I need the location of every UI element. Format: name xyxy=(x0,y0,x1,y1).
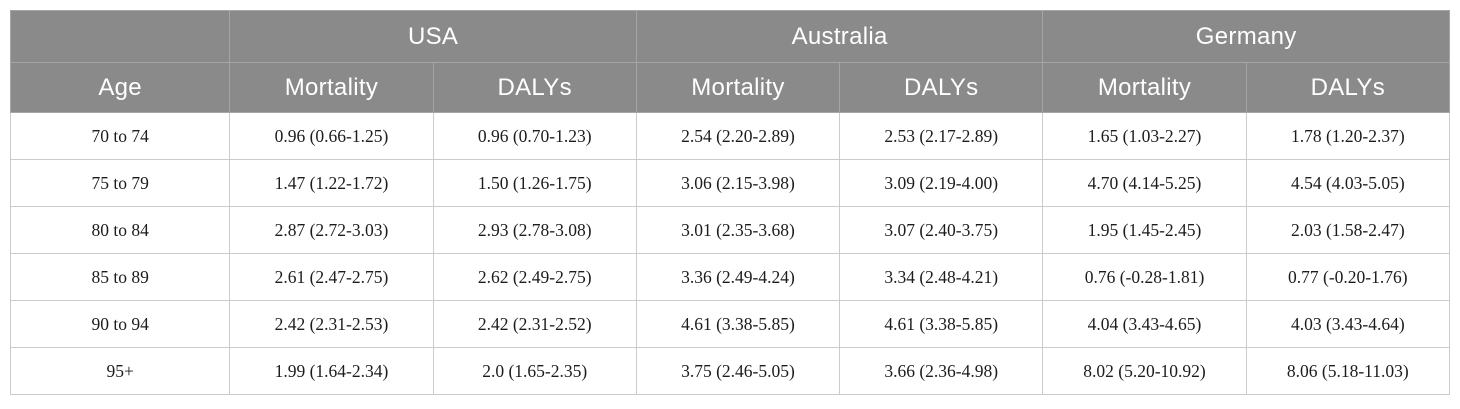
value-cell: 1.65 (1.03-2.27) xyxy=(1042,112,1247,160)
table-row: 70 to 74 0.96 (0.66-1.25) 0.96 (0.70-1.2… xyxy=(9,112,1451,160)
corner-cell xyxy=(9,10,231,63)
age-cell: 90 to 94 xyxy=(9,300,231,348)
value-cell: 2.42 (2.31-2.52) xyxy=(432,300,637,348)
column-header-germany-dalys: DALYs xyxy=(1245,62,1451,113)
table-row: 90 to 94 2.42 (2.31-2.53) 2.42 (2.31-2.5… xyxy=(9,300,1451,348)
value-cell: 4.61 (3.38-5.85) xyxy=(839,300,1044,348)
value-cell: 3.01 (2.35-3.68) xyxy=(635,206,841,254)
value-cell: 4.03 (3.43-4.64) xyxy=(1245,300,1451,348)
value-cell: 0.76 (-0.28-1.81) xyxy=(1042,253,1247,301)
table-row: 80 to 84 2.87 (2.72-3.03) 2.93 (2.78-3.0… xyxy=(9,206,1451,254)
value-cell: 2.93 (2.78-3.08) xyxy=(432,206,637,254)
table-row: 85 to 89 2.61 (2.47-2.75) 2.62 (2.49-2.7… xyxy=(9,253,1451,301)
value-cell: 0.77 (-0.20-1.76) xyxy=(1245,253,1451,301)
value-cell: 3.07 (2.40-3.75) xyxy=(839,206,1044,254)
value-cell: 1.99 (1.64-2.34) xyxy=(229,347,434,395)
group-header-usa: USA xyxy=(229,10,637,63)
value-cell: 8.06 (5.18-11.03) xyxy=(1245,347,1451,395)
column-header-australia-mortality: Mortality xyxy=(635,62,841,113)
value-cell: 3.34 (2.48-4.21) xyxy=(839,253,1044,301)
column-header-germany-mortality: Mortality xyxy=(1042,62,1247,113)
value-cell: 1.78 (1.20-2.37) xyxy=(1245,112,1451,160)
value-cell: 2.61 (2.47-2.75) xyxy=(229,253,434,301)
value-cell: 3.06 (2.15-3.98) xyxy=(635,159,841,207)
value-cell: 4.61 (3.38-5.85) xyxy=(635,300,841,348)
value-cell: 2.03 (1.58-2.47) xyxy=(1245,206,1451,254)
age-cell: 95+ xyxy=(9,347,231,395)
value-cell: 2.0 (1.65-2.35) xyxy=(432,347,637,395)
value-cell: 4.70 (4.14-5.25) xyxy=(1042,159,1247,207)
value-cell: 2.87 (2.72-3.03) xyxy=(229,206,434,254)
column-header-usa-mortality: Mortality xyxy=(229,62,434,113)
column-header-australia-dalys: DALYs xyxy=(839,62,1044,113)
value-cell: 1.47 (1.22-1.72) xyxy=(229,159,434,207)
mortality-dalys-table: USA Australia Germany Age Mortality DALY… xyxy=(9,10,1451,395)
group-header-germany: Germany xyxy=(1042,10,1450,63)
value-cell: 2.54 (2.20-2.89) xyxy=(635,112,841,160)
column-header-row: Age Mortality DALYs Mortality DALYs Mort… xyxy=(9,62,1451,113)
value-cell: 4.04 (3.43-4.65) xyxy=(1042,300,1247,348)
age-cell: 75 to 79 xyxy=(9,159,231,207)
table-header: USA Australia Germany Age Mortality DALY… xyxy=(9,10,1451,113)
value-cell: 2.62 (2.49-2.75) xyxy=(432,253,637,301)
value-cell: 3.09 (2.19-4.00) xyxy=(839,159,1044,207)
value-cell: 3.36 (2.49-4.24) xyxy=(635,253,841,301)
value-cell: 4.54 (4.03-5.05) xyxy=(1245,159,1451,207)
value-cell: 8.02 (5.20-10.92) xyxy=(1042,347,1247,395)
age-cell: 80 to 84 xyxy=(9,206,231,254)
value-cell: 0.96 (0.70-1.23) xyxy=(432,112,637,160)
value-cell: 1.95 (1.45-2.45) xyxy=(1042,206,1247,254)
age-cell: 70 to 74 xyxy=(9,112,231,160)
table-row: 75 to 79 1.47 (1.22-1.72) 1.50 (1.26-1.7… xyxy=(9,159,1451,207)
column-header-usa-dalys: DALYs xyxy=(432,62,637,113)
value-cell: 2.42 (2.31-2.53) xyxy=(229,300,434,348)
value-cell: 2.53 (2.17-2.89) xyxy=(839,112,1044,160)
column-header-age: Age xyxy=(9,62,231,113)
group-header-australia: Australia xyxy=(635,10,1044,63)
value-cell: 3.75 (2.46-5.05) xyxy=(635,347,841,395)
table-row: 95+ 1.99 (1.64-2.34) 2.0 (1.65-2.35) 3.7… xyxy=(9,347,1451,395)
value-cell: 0.96 (0.66-1.25) xyxy=(229,112,434,160)
age-cell: 85 to 89 xyxy=(9,253,231,301)
table-body: 70 to 74 0.96 (0.66-1.25) 0.96 (0.70-1.2… xyxy=(9,112,1451,395)
group-header-row: USA Australia Germany xyxy=(9,10,1450,63)
value-cell: 3.66 (2.36-4.98) xyxy=(839,347,1044,395)
value-cell: 1.50 (1.26-1.75) xyxy=(432,159,637,207)
